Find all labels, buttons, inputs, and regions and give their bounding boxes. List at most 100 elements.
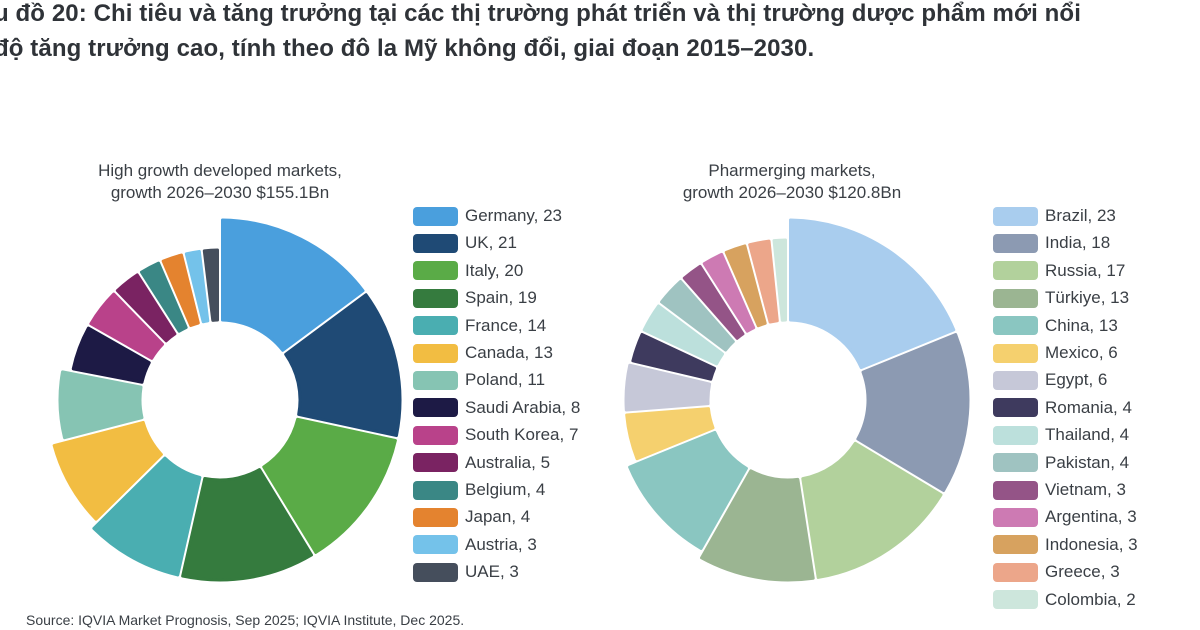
legend-item-romania: Romania, 4 [993, 397, 1132, 419]
legend-item-turkiye: Türkiye, 13 [993, 287, 1129, 309]
legend-swatch [413, 535, 458, 555]
legend-item-egypt: Egypt, 6 [993, 369, 1107, 391]
legend-label: Vietnam, 3 [1045, 480, 1126, 499]
legend-item-uae: UAE, 3 [413, 561, 519, 583]
legend-label: UK, 21 [465, 233, 517, 253]
legend-swatch [413, 480, 458, 500]
slice-colombia [772, 238, 787, 322]
legend-swatch [413, 370, 458, 390]
slice-argentina [702, 252, 756, 333]
legend-swatch [993, 507, 1038, 527]
legend-label: Colombia, 2 [1045, 589, 1136, 609]
page-title: u đồ 20: Chi tiêu và tăng trưởng tại các… [0, 0, 1200, 70]
legend-item-thailand: Thailand, 4 [993, 424, 1129, 446]
legend-label: Japan, 4 [465, 507, 531, 527]
legend-item-argentina: Argentina, 3 [993, 506, 1137, 528]
legend-label: Argentina, 3 [1045, 507, 1137, 527]
donut-chart-developed [52, 218, 402, 582]
legend-label: Italy, 20 [465, 260, 524, 280]
legend-swatch [413, 507, 458, 527]
slice-indonesia [724, 244, 767, 328]
legend-label: Saudi Arabia, 8 [465, 397, 581, 417]
legend-item-canada: Canada, 13 [413, 342, 553, 364]
slice-japan [161, 253, 200, 328]
slice-romania [631, 332, 717, 381]
legend-swatch [413, 288, 458, 308]
legend-swatch [993, 398, 1038, 418]
legend-item-austria: Austria, 3 [413, 534, 537, 556]
legend-swatch [993, 343, 1038, 363]
legend-label: Belgium, 4 [465, 480, 546, 499]
legend-swatch [413, 206, 458, 226]
legend-swatch [993, 261, 1038, 281]
legend-swatch [993, 206, 1038, 226]
legend-swatch [993, 316, 1038, 336]
legend-label: Thailand, 4 [1045, 425, 1130, 445]
legend-label: Canada, 13 [465, 343, 553, 362]
legend-label: Greece, 3 [1045, 562, 1120, 582]
slice-brazil [789, 218, 956, 370]
slice-egypt [624, 363, 712, 412]
slice-china [628, 430, 748, 550]
legend-swatch [993, 453, 1038, 473]
legend-label: Brazil, 23 [1045, 206, 1116, 225]
legend-label: Mexico, 6 [1045, 343, 1118, 362]
legend-swatch [413, 562, 458, 582]
legend-item-belgium: Belgium, 4 [413, 479, 545, 501]
legend-label: UAE, 3 [465, 562, 519, 582]
slice-poland [58, 370, 144, 440]
legend-label: South Korea, 7 [465, 425, 579, 445]
donut-chart-pharmerging [624, 218, 970, 582]
page-title-line-1: u đồ 20: Chi tiêu và tăng trưởng tại các… [0, 0, 1081, 27]
legend-swatch [993, 590, 1038, 610]
slice-australia [115, 273, 177, 343]
chart-title-developed-line-1: High growth developed markets, [98, 161, 342, 180]
legend-label: Russia, 17 [1045, 260, 1126, 280]
slice-thailand [642, 304, 725, 366]
legend-item-spain: Spain, 19 [413, 287, 537, 309]
legend-swatch [993, 370, 1038, 390]
legend-item-vietnam: Vietnam, 3 [993, 479, 1126, 501]
legend-label: Spain, 19 [465, 288, 537, 308]
legend-item-india: India, 18 [993, 232, 1110, 254]
chart-title-developed-line-2: growth 2026–2030 $155.1Bn [110, 183, 330, 202]
slice-uk [284, 293, 402, 438]
slice-austria [184, 249, 210, 324]
legend-swatch [993, 288, 1038, 308]
chart-title-pharmerging: Pharmerging markets, growth 2026–2030 $1… [632, 160, 952, 204]
legend-item-saudi-arabia: Saudi Arabia, 8 [413, 397, 580, 419]
page-title-line-2: độ tăng trưởng cao, tính theo đô la Mỹ k… [0, 35, 815, 62]
slice-uae [202, 248, 219, 322]
source-note: Source: IQVIA Market Prognosis, Sep 2025… [26, 612, 465, 628]
slice-india [856, 333, 970, 493]
slice-mexico [625, 407, 715, 461]
slice-vietnam [682, 264, 745, 340]
legend-item-france: France, 14 [413, 315, 546, 337]
legend-swatch [993, 425, 1038, 445]
legend-label: Germany, 23 [465, 206, 563, 225]
slice-canada [52, 420, 163, 521]
legend-item-germany: Germany, 23 [413, 205, 562, 227]
legend-item-colombia: Colombia, 2 [993, 589, 1136, 611]
legend-label: France, 14 [465, 315, 547, 335]
legend-item-japan: Japan, 4 [413, 506, 530, 528]
slice-spain [181, 468, 314, 582]
legend-item-brazil: Brazil, 23 [993, 205, 1116, 227]
slice-south-korea [89, 292, 165, 360]
legend-swatch [993, 562, 1038, 582]
legend-label: Indonesia, 3 [1045, 534, 1138, 554]
legend-label: Türkiye, 13 [1045, 288, 1130, 308]
legend-item-uk: UK, 21 [413, 232, 517, 254]
legend-item-poland: Poland, 11 [413, 369, 545, 391]
slice-saudi-arabia [71, 326, 151, 384]
legend-swatch [413, 343, 458, 363]
legend-label: Poland, 11 [465, 370, 546, 390]
slice-italy [262, 417, 397, 554]
legend-item-italy: Italy, 20 [413, 260, 523, 282]
legend-swatch [413, 398, 458, 418]
legend-swatch [413, 425, 458, 445]
legend-label: Romania, 4 [1045, 397, 1132, 417]
chart-title-pharmerging-line-2: growth 2026–2030 $120.8Bn [682, 183, 902, 202]
legend-swatch [993, 233, 1038, 253]
legend-item-russia: Russia, 17 [993, 260, 1125, 282]
